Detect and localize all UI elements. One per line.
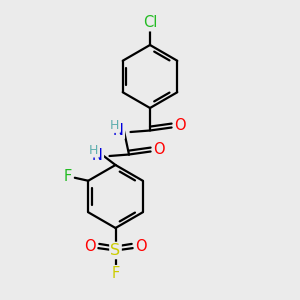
Text: O: O: [85, 239, 96, 254]
Text: H: H: [89, 143, 99, 157]
Text: F: F: [111, 266, 120, 281]
Text: O: O: [135, 239, 146, 254]
Text: Cl: Cl: [143, 15, 157, 30]
Text: S: S: [110, 243, 121, 258]
Text: N: N: [113, 123, 124, 138]
Text: O: O: [174, 118, 186, 133]
Text: H: H: [110, 119, 120, 132]
Text: F: F: [64, 169, 72, 184]
Text: O: O: [153, 142, 165, 157]
Text: N: N: [92, 148, 103, 163]
